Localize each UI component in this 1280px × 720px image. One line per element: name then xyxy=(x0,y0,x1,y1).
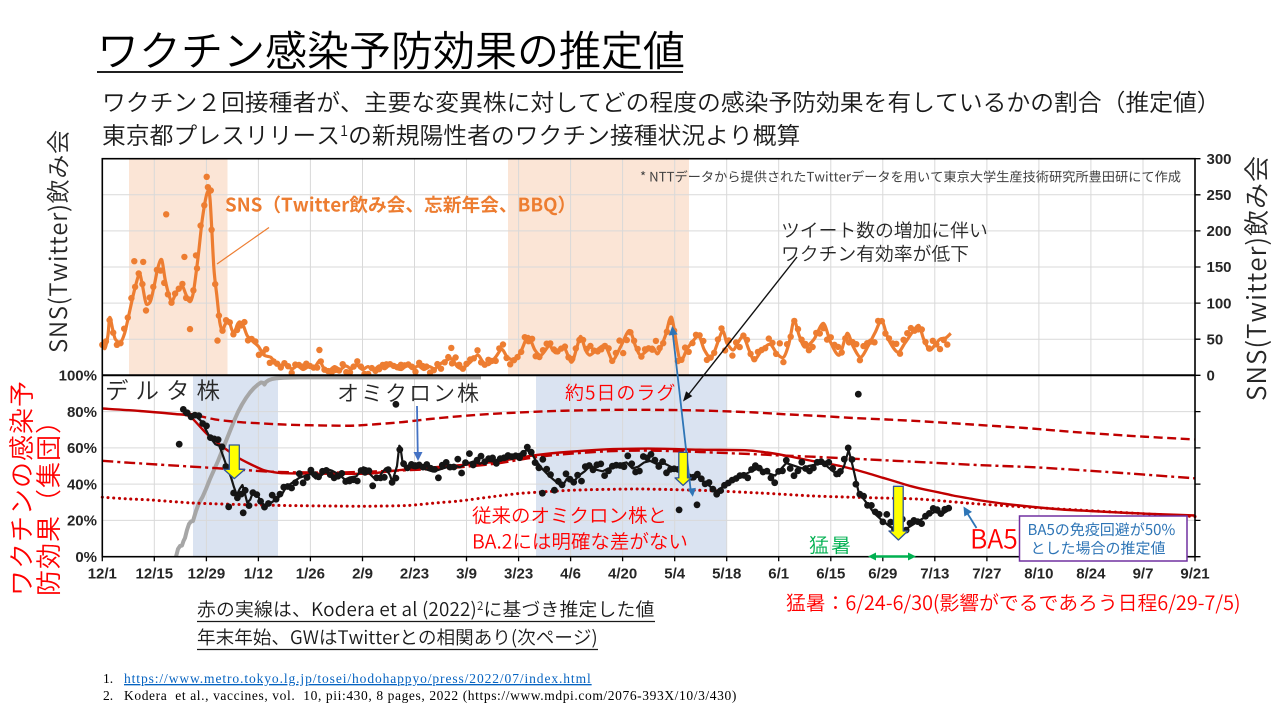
svg-text:6/15: 6/15 xyxy=(816,566,845,583)
svg-text:7/27: 7/27 xyxy=(972,566,1001,583)
svg-text:2/23: 2/23 xyxy=(400,566,429,583)
svg-text:50: 50 xyxy=(1207,331,1224,348)
svg-text:Kodera et al., vaccines, vol.: Kodera et al., vaccines, vol. 10, pii:43… xyxy=(124,688,737,703)
svg-text:2.: 2. xyxy=(103,688,113,703)
svg-text:5/18: 5/18 xyxy=(712,566,741,583)
svg-text:1/12: 1/12 xyxy=(244,566,273,583)
svg-text:4/20: 4/20 xyxy=(608,566,637,583)
svg-text:2/9: 2/9 xyxy=(352,566,373,583)
svg-text:6/1: 6/1 xyxy=(768,566,789,583)
svg-text:4/6: 4/6 xyxy=(560,566,581,583)
svg-text:20%: 20% xyxy=(67,513,97,530)
svg-text:8/10: 8/10 xyxy=(1024,566,1053,583)
svg-text:5/4: 5/4 xyxy=(664,566,686,583)
svg-text:12/29: 12/29 xyxy=(188,566,226,583)
svg-text:6/29: 6/29 xyxy=(868,566,897,583)
svg-text:250: 250 xyxy=(1207,187,1232,204)
svg-text:12/1: 12/1 xyxy=(88,566,117,583)
svg-text:https://www.metro.tokyo.lg.jp/: https://www.metro.tokyo.lg.jp/tosei/hodo… xyxy=(124,671,592,686)
svg-text:3/23: 3/23 xyxy=(504,566,533,583)
svg-text:3/9: 3/9 xyxy=(456,566,477,583)
svg-text:1/26: 1/26 xyxy=(296,566,325,583)
svg-text:8/24: 8/24 xyxy=(1076,566,1106,583)
svg-text:9/7: 9/7 xyxy=(1133,566,1154,583)
svg-text:7/13: 7/13 xyxy=(920,566,949,583)
svg-text:100%: 100% xyxy=(59,368,97,385)
svg-text:0: 0 xyxy=(1207,368,1215,385)
svg-text:60%: 60% xyxy=(67,440,97,457)
svg-text:300: 300 xyxy=(1207,151,1232,168)
svg-text:40%: 40% xyxy=(67,476,97,493)
svg-text:1.: 1. xyxy=(103,671,113,686)
svg-text:80%: 80% xyxy=(67,404,97,421)
svg-text:150: 150 xyxy=(1207,259,1232,276)
svg-text:12/15: 12/15 xyxy=(136,566,174,583)
svg-text:200: 200 xyxy=(1207,223,1232,240)
svg-text:100: 100 xyxy=(1207,295,1232,312)
svg-text:0%: 0% xyxy=(75,549,97,566)
svg-text:9/21: 9/21 xyxy=(1180,566,1209,583)
